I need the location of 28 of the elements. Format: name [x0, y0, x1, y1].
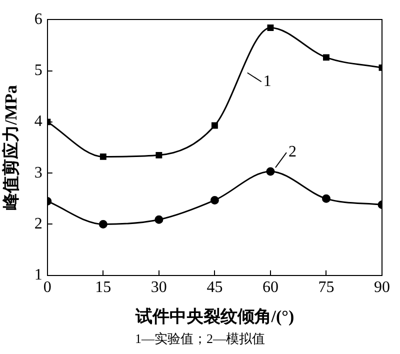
point — [211, 122, 218, 129]
y-tick-label: 1 — [34, 266, 42, 284]
legend-label: 1 — [263, 72, 272, 90]
point — [154, 215, 164, 224]
point — [267, 24, 274, 32]
x-tick-label: 75 — [318, 279, 334, 296]
point — [323, 54, 330, 61]
x-tick-label: 0 — [43, 279, 52, 296]
x-tick-label: 60 — [262, 279, 278, 296]
legend-label: 2 — [288, 144, 296, 161]
y-tick-label: 5 — [34, 62, 42, 79]
point — [98, 220, 108, 228]
x-tick-label: 45 — [206, 279, 223, 296]
point — [156, 152, 162, 158]
point — [266, 167, 275, 176]
x-tick-label: 90 — [374, 279, 390, 296]
text: 1—实验值；2—模拟值 — [134, 330, 266, 348]
x-axis-title: 试件中央裂纹倾角/(°) — [134, 307, 294, 326]
y-axis-title: 峰值剪应力/MPa — [2, 84, 21, 210]
x-tick-label: 15 — [95, 279, 112, 296]
y-tick-label: 3 — [34, 164, 42, 182]
y-tick-label: 2 — [34, 215, 42, 232]
y-tick-label: 4 — [34, 113, 42, 130]
y-tick-label: 6 — [34, 10, 42, 28]
point — [322, 194, 330, 203]
x-tick-label: 30 — [150, 279, 167, 296]
point — [100, 153, 106, 160]
point — [210, 196, 219, 204]
